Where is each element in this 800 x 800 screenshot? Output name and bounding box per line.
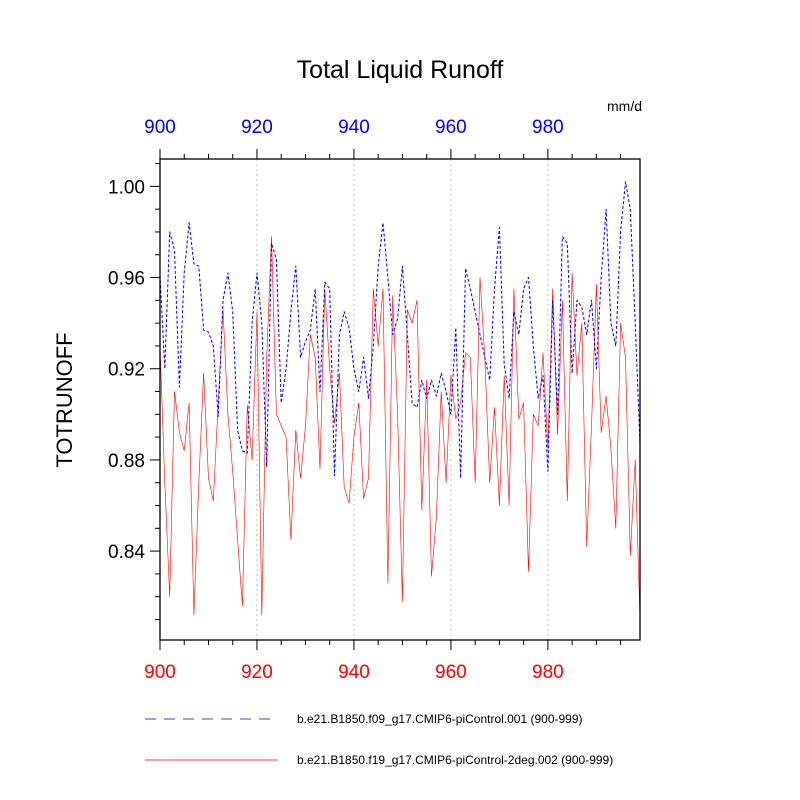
legend-label-series-1: b.e21.B1850.f09_g17.CMIP6-piControl.001 …	[297, 712, 583, 726]
y-tick-label-0.84: 0.84	[108, 542, 145, 563]
y-axis-label: TOTRUNOFF	[52, 332, 77, 467]
legend: b.e21.B1850.f09_g17.CMIP6-piControl.001 …	[145, 712, 613, 767]
y-tick-label-1.00: 1.00	[108, 177, 145, 198]
axis-ticks	[150, 149, 622, 650]
chart-title: Total Liquid Runoff	[297, 56, 504, 84]
x-tick-label-bottom-920: 920	[241, 662, 273, 683]
plot-frame	[159, 158, 641, 641]
units-label: mm/d	[607, 98, 642, 114]
series-layer	[159, 181, 641, 620]
legend-label-series-2: b.e21.B1850.f19_g17.CMIP6-piControl-2deg…	[297, 753, 613, 767]
y-tick-label-0.96: 0.96	[108, 269, 145, 290]
x-tick-label-bottom-980: 980	[532, 662, 564, 683]
x-tick-label-top-920: 920	[241, 117, 273, 138]
x-tick-label-bottom-900: 900	[144, 662, 176, 683]
x-tick-label-top-960: 960	[435, 117, 467, 138]
y-tick-label-0.88: 0.88	[108, 451, 145, 472]
x-tick-label-top-940: 940	[338, 117, 370, 138]
x-tick-label-bottom-940: 940	[338, 662, 370, 683]
tick-labels: 900 900 920 920 940 940 960 960 980 980 0.84 0.88 0.…	[108, 117, 564, 683]
x-tick-label-top-980: 980	[532, 117, 564, 138]
series-line-1	[159, 181, 641, 479]
series-line-2	[159, 236, 641, 620]
y-tick-label-0.92: 0.92	[108, 360, 145, 381]
x-tick-label-bottom-960: 960	[435, 662, 467, 683]
x-tick-label-top-900: 900	[144, 117, 176, 138]
grid-lines	[256, 159, 549, 640]
